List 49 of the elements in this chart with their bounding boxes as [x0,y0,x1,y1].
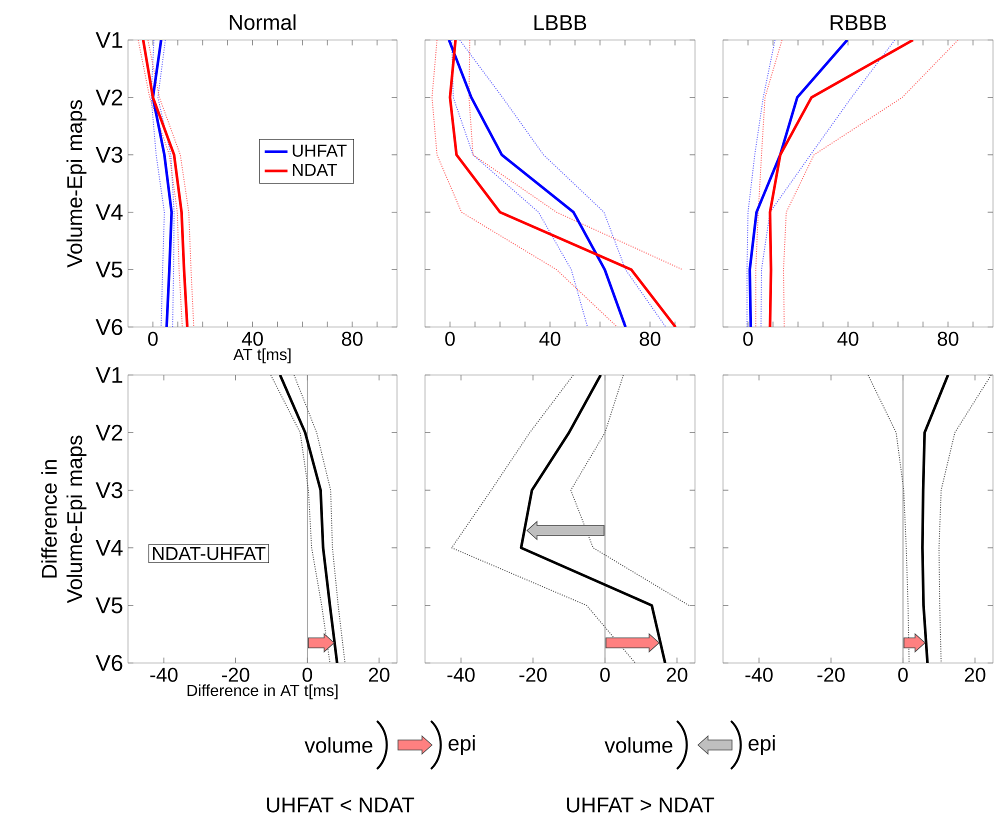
y-tick-label: V3 [96,482,122,498]
text: epi [448,735,475,755]
y-axis-title: Difference in Volume-Epi maps [41,436,86,604]
x-tick-label: 0 [898,668,908,682]
y-tick-label: V6 [96,318,122,336]
x-tick-label: 80 [938,332,958,346]
x-tick-label: -40 [745,668,773,682]
text: epi [748,735,775,755]
text: UHFAT < NDAT [267,798,414,812]
annotation: NDAT-UHFAT [153,547,266,560]
y-tick-label: V4 [96,204,123,220]
legend-label: NDAT [292,164,337,176]
chart-title: LBBB [534,15,586,30]
x-tick-label: 40 [242,332,263,346]
x-axis-title: AT t[ms] [233,348,291,364]
y-tick-label: V6 [96,654,122,672]
chart-title: RBBB [830,15,886,30]
text: volume [604,737,672,753]
x-tick-label: 0 [302,668,312,682]
x-tick-label: 0 [445,332,455,346]
x-tick-label: 40 [837,332,858,346]
x-tick-label: -20 [222,668,250,682]
y-tick-label: V1 [96,367,122,383]
x-tick-label: 20 [368,668,390,682]
x-tick-label: 80 [640,332,660,346]
x-tick-label: 20 [964,668,986,682]
chart-title: Normal [230,14,296,30]
x-tick-label: -20 [519,668,547,682]
x-tick-label: 80 [342,332,363,346]
x-tick-label: 0 [600,668,610,682]
y-tick-label: V5 [96,262,122,278]
legend-label: UHFAT [292,144,347,157]
x-tick-label: 0 [148,332,158,346]
y-tick-label: V3 [96,146,122,163]
y-tick-label: V2 [96,424,122,441]
y-tick-label: V5 [96,597,122,614]
x-axis-title: Difference in AT t[ms] [188,684,338,700]
x-tick-label: -40 [447,668,475,682]
y-axis-title: Volume-Epi maps [66,100,86,268]
y-tick-label: V4 [96,540,123,556]
text: UHFAT > NDAT [567,798,714,812]
x-tick-label: 0 [743,332,753,346]
x-tick-label: -40 [150,668,178,682]
text: volume [304,737,372,753]
y-tick-label: V1 [96,32,122,48]
x-tick-label: -20 [817,668,845,682]
y-tick-label: V2 [96,89,122,106]
x-tick-label: 40 [539,332,560,346]
x-tick-label: 20 [666,668,688,682]
